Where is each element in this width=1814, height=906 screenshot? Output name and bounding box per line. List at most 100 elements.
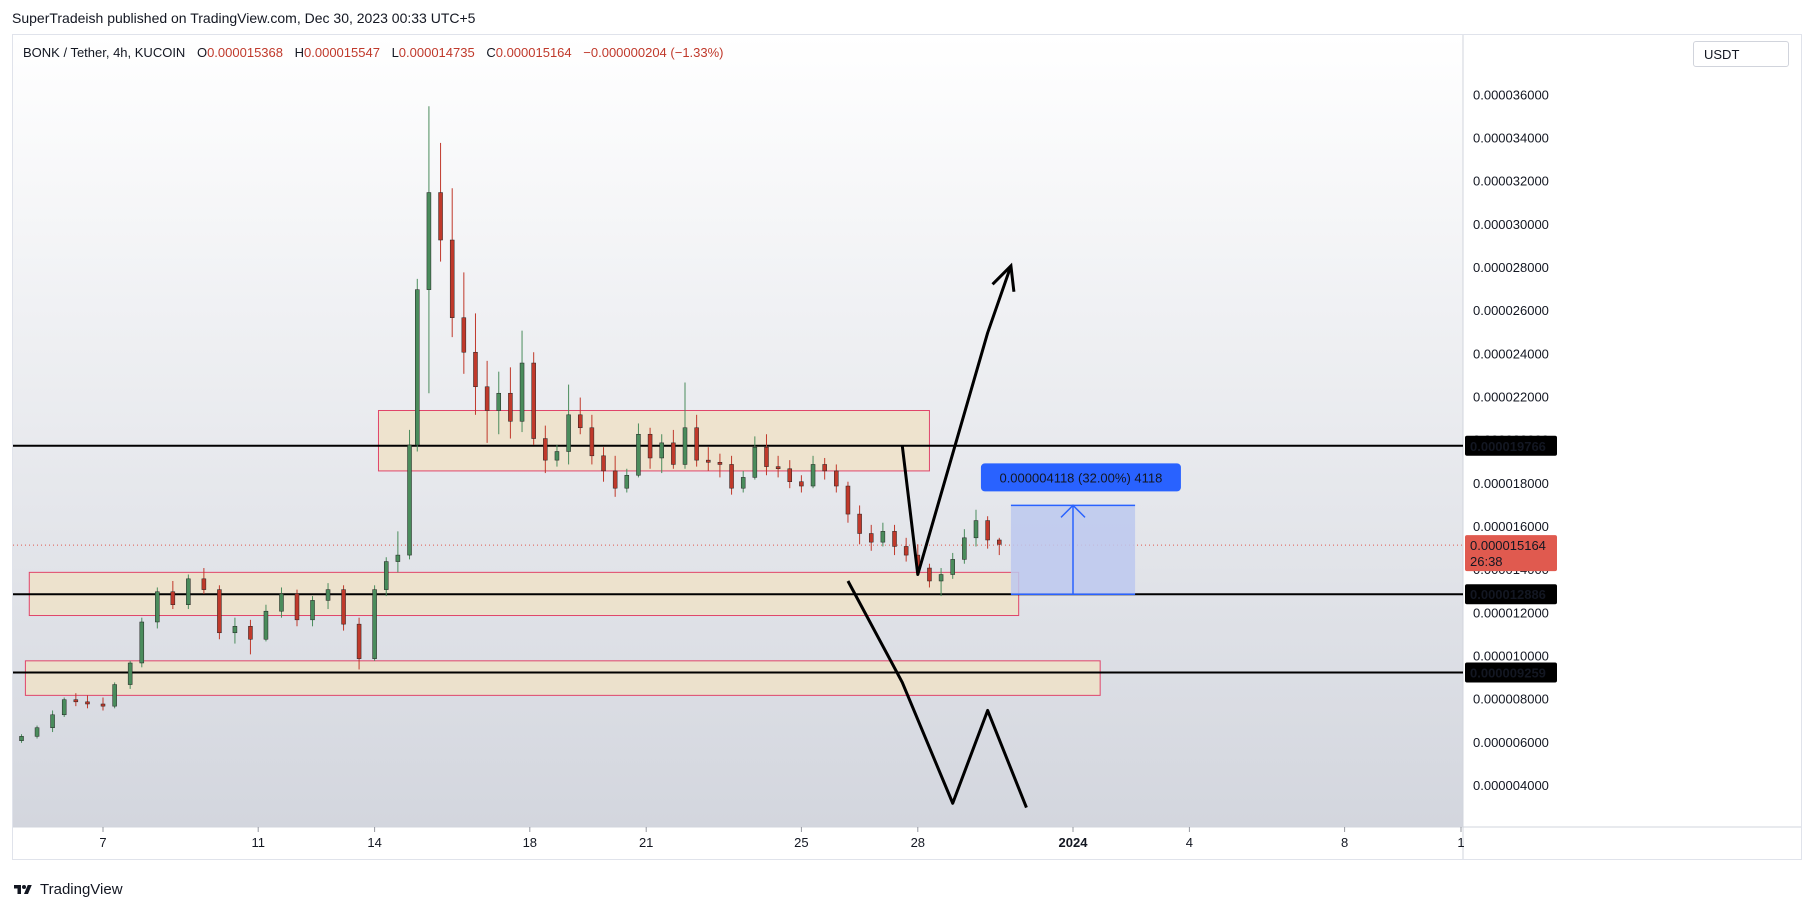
candle-body[interactable] [341, 589, 346, 625]
candle-body[interactable] [407, 444, 412, 556]
symbol-label[interactable]: BONK / Tether, 4h, KUCOIN [23, 45, 186, 60]
candle-body[interactable] [694, 427, 699, 461]
candle-body[interactable] [61, 699, 67, 716]
candle-body[interactable] [892, 531, 897, 547]
candle-body[interactable] [19, 736, 24, 741]
candle-body[interactable] [186, 578, 191, 605]
candle-body[interactable] [473, 351, 478, 388]
bearish-scenario-path[interactable] [846, 580, 1028, 809]
candle-body[interactable] [752, 446, 758, 478]
candle-body[interactable] [706, 459, 711, 463]
candle-body[interactable] [775, 466, 781, 470]
candle-body[interactable] [112, 684, 117, 707]
candle-body[interactable] [294, 593, 300, 621]
candle-body[interactable] [962, 537, 967, 560]
y-tick-label: 0.000030000 [1473, 217, 1549, 232]
supply-demand-zone[interactable] [377, 409, 930, 472]
candle-body[interactable] [659, 442, 664, 459]
candle-body[interactable] [496, 392, 502, 411]
candle-body[interactable] [170, 591, 176, 605]
candle-body[interactable] [671, 442, 676, 465]
candle-body[interactable] [938, 574, 944, 582]
footer: TradingView [12, 881, 123, 898]
tradingview-brand[interactable]: TradingView [40, 881, 123, 898]
y-tick-label: 0.000032000 [1473, 174, 1549, 189]
candle-body[interactable] [85, 701, 90, 705]
candle-body[interactable] [263, 610, 269, 640]
y-tick-label: 0.000024000 [1473, 346, 1549, 361]
candle-body[interactable] [484, 386, 490, 411]
candle-body[interactable] [543, 438, 548, 461]
candlestick-chart[interactable]: 0.000004000 0.000006000 0.000008000 0.00001… [13, 35, 1801, 859]
candle-body[interactable] [787, 468, 793, 482]
candle-body[interactable] [100, 703, 106, 707]
candle-body[interactable] [531, 362, 536, 439]
candle-body[interactable] [554, 451, 560, 461]
current-price-tag [1465, 535, 1557, 572]
candle-body[interactable] [73, 699, 79, 703]
currency-selector[interactable]: USDT [1693, 41, 1789, 67]
ohlc-legend: BONK / Tether, 4h, KUCOIN O0.000015368 H… [23, 45, 732, 60]
candle-body[interactable] [834, 470, 839, 487]
candle-body[interactable] [799, 481, 804, 487]
candle-body[interactable] [415, 289, 420, 446]
candle-body[interactable] [624, 474, 630, 489]
candle-body[interactable] [810, 464, 816, 487]
candle-body[interactable] [248, 626, 253, 640]
candle-body[interactable] [372, 589, 377, 659]
candle-body[interactable] [383, 561, 389, 590]
candle-body[interactable] [997, 539, 1002, 545]
chart-frame[interactable]: 0.000004000 0.000006000 0.000008000 0.00001… [12, 34, 1802, 860]
candle-body[interactable] [845, 485, 851, 515]
candle-body[interactable] [217, 589, 222, 634]
candle-body[interactable] [127, 662, 133, 685]
open-label: O [196, 45, 208, 60]
candle-body[interactable] [973, 520, 979, 539]
candle-body[interactable] [927, 567, 932, 582]
candle-body[interactable] [508, 392, 513, 422]
x-tick-label: 2024 [1059, 835, 1089, 850]
candle-body[interactable] [822, 464, 827, 472]
candle-body[interactable] [880, 531, 886, 543]
level-price-label: 0.000019766 [1470, 439, 1546, 454]
candle-body[interactable] [577, 414, 583, 429]
candle-body[interactable] [868, 533, 874, 543]
candle-body[interactable] [636, 433, 641, 476]
candle-body[interactable] [325, 589, 331, 601]
candle-body[interactable] [519, 362, 525, 422]
candle-body[interactable] [950, 559, 955, 575]
candle-body[interactable] [232, 626, 238, 634]
tradingview-logo-icon[interactable] [12, 883, 34, 897]
candle-body[interactable] [647, 433, 653, 459]
candle-body[interactable] [34, 727, 40, 737]
level-price-label: 0.000009259 [1470, 666, 1546, 681]
candle-body[interactable] [449, 239, 455, 318]
candle-body[interactable] [155, 591, 160, 623]
candle-body[interactable] [438, 192, 443, 241]
candle-body[interactable] [903, 546, 909, 556]
candle-body[interactable] [461, 317, 467, 353]
candle-body[interactable] [740, 477, 746, 489]
candle-body[interactable] [201, 578, 207, 590]
candle-body[interactable] [139, 621, 145, 664]
candle-body[interactable] [764, 446, 769, 467]
candle-body[interactable] [985, 520, 990, 541]
candle-body[interactable] [566, 414, 571, 452]
candle-body[interactable] [395, 554, 401, 562]
candle-body[interactable] [310, 600, 315, 621]
candle-body[interactable] [279, 593, 284, 612]
bullish-scenario-path[interactable] [900, 265, 1013, 577]
y-tick-label: 0.000022000 [1473, 390, 1549, 405]
candle-body[interactable] [426, 192, 432, 290]
candle-body[interactable] [356, 623, 362, 659]
candle-body[interactable] [682, 427, 688, 465]
supply-demand-zone[interactable] [24, 660, 1101, 696]
candle-body[interactable] [50, 714, 55, 728]
candle-body[interactable] [601, 455, 606, 472]
candle-body[interactable] [729, 464, 734, 489]
candle-body[interactable] [612, 470, 618, 489]
candle-body[interactable] [717, 462, 723, 465]
y-tick-label: 0.000010000 [1473, 649, 1549, 664]
candle-body[interactable] [589, 427, 595, 457]
candle-body[interactable] [857, 513, 862, 534]
